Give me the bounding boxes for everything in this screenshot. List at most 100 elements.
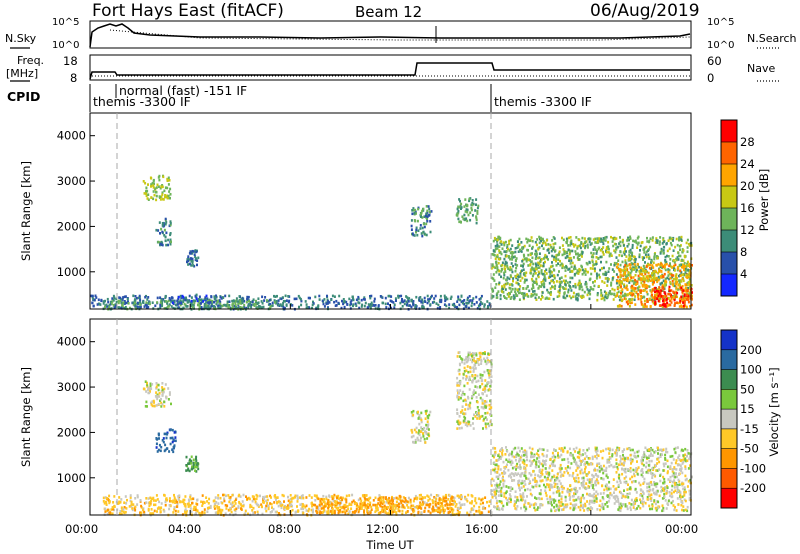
velocity-echo-cell: [538, 456, 541, 459]
velocity-echo-cell: [345, 500, 348, 504]
velocity-echo-cell: [582, 449, 585, 452]
power-echo-region-3: [142, 174, 172, 202]
power-echo-cell: [168, 297, 171, 300]
power-echo-cell: [664, 277, 667, 281]
power-echo-cell: [165, 231, 168, 235]
power-echo-cell: [634, 280, 637, 283]
power-echo-cell: [491, 296, 494, 299]
velocity-echo-cell: [108, 500, 111, 503]
power-echo-cell: [161, 184, 164, 187]
power-echo-cell: [581, 251, 584, 254]
power-echo-cell: [670, 301, 673, 304]
velocity-echo-cell: [179, 500, 182, 503]
power-echo-cell: [200, 298, 203, 301]
velocity-echo-cell: [536, 457, 539, 460]
power-echo-cell: [681, 277, 684, 281]
power-echo-cell: [145, 194, 148, 197]
velocity-echo-cell: [486, 384, 489, 388]
velocity-echo-cell: [475, 501, 478, 505]
velocity-echo-cell: [220, 511, 223, 514]
velocity-echo-cell: [206, 510, 209, 513]
velocity-echo-cell: [195, 457, 197, 461]
velocity-echo-cell: [305, 509, 308, 512]
velocity-echo-cell: [151, 404, 154, 408]
power-echo-cell: [360, 305, 363, 308]
power-echo-cell: [492, 253, 495, 256]
power-echo-cell: [543, 275, 546, 279]
power-echo-cell: [492, 249, 495, 253]
velocity-echo-cell: [318, 503, 321, 507]
velocity-echo-cell: [422, 496, 425, 500]
power-echo-cell: [618, 304, 621, 307]
velocity-echo-cell: [291, 508, 294, 512]
power-echo-cell: [269, 305, 272, 308]
velocity-echo-cell: [149, 496, 152, 500]
power-echo-cell: [147, 198, 150, 201]
velocity-echo-cell: [479, 512, 482, 516]
velocity-echo-cell: [172, 499, 175, 502]
power-echo-cell: [630, 257, 633, 261]
velocity-echo-cell: [245, 495, 247, 498]
velocity-echo-cell: [146, 405, 148, 408]
power-echo-cell: [563, 292, 566, 296]
velocity-echo-cell: [185, 455, 188, 459]
velocity-echo-cell: [281, 503, 284, 507]
velocity-echo-cell: [489, 404, 492, 407]
power-echo-cell: [597, 237, 600, 240]
velocity-echo-cell: [365, 507, 368, 511]
power-echo-cell: [552, 258, 555, 261]
power-echo-cell: [581, 268, 584, 272]
power-echo-cell: [634, 295, 637, 298]
velocity-echo-cell: [453, 496, 456, 500]
power-echo-cell: [198, 305, 201, 309]
velocity-echo-cell: [325, 504, 328, 508]
power-echo-cell: [493, 236, 496, 240]
power-echo-cell: [654, 269, 657, 273]
power-echo-cell: [604, 295, 607, 299]
velocity-echo-cell: [409, 498, 412, 502]
power-echo-cell: [646, 270, 648, 274]
power-echo-cell: [120, 307, 123, 310]
velocity-echo-cell: [188, 469, 191, 473]
velocity-echo-cell: [333, 509, 336, 513]
velocity-echo-cell: [145, 497, 148, 500]
power-echo-cell: [670, 273, 673, 277]
power-echo-cell: [555, 254, 558, 257]
power-echo-cell: [624, 271, 627, 275]
velocity-echo-cell: [435, 497, 438, 501]
velocity-echo-cell: [157, 448, 160, 452]
power-echo-cell: [510, 262, 513, 265]
power-echo-cell: [420, 232, 423, 235]
velocity-echo-cell: [479, 355, 482, 359]
velocity-echo-cell: [345, 498, 348, 502]
power-echo-cell: [190, 296, 193, 299]
power-echo-cell: [669, 258, 672, 261]
power-echo-cell: [658, 240, 661, 243]
velocity-echo-cell: [675, 468, 678, 471]
power-echo-cell: [630, 292, 633, 295]
velocity-echo-cell: [300, 496, 303, 500]
velocity-echo-cell: [105, 500, 108, 504]
power-echo-cell: [407, 300, 410, 303]
velocity-echo-cell: [649, 468, 652, 472]
velocity-echo-cell: [273, 494, 276, 498]
velocity-echo-cell: [487, 360, 490, 364]
velocity-echo-cell: [273, 501, 276, 504]
power-echo-cell: [338, 294, 341, 298]
power-echo-cell: [513, 296, 516, 299]
velocity-echo-cell: [581, 476, 584, 480]
velocity-echo-cell: [459, 382, 462, 386]
power-echo-cell: [426, 214, 429, 217]
power-echo-cell: [580, 255, 583, 258]
power-echo-cell: [187, 300, 190, 303]
velocity-echo-cell: [150, 512, 153, 515]
power-echo-cell: [171, 299, 174, 303]
velocity-echo-cell: [427, 416, 430, 420]
power-echo-cell: [438, 300, 441, 303]
power-echo-cell: [656, 278, 658, 282]
power-echo-cell: [420, 300, 423, 303]
power-echo-cell: [668, 285, 671, 289]
power-echo-cell: [536, 238, 539, 241]
velocity-echo-cell: [463, 412, 466, 416]
